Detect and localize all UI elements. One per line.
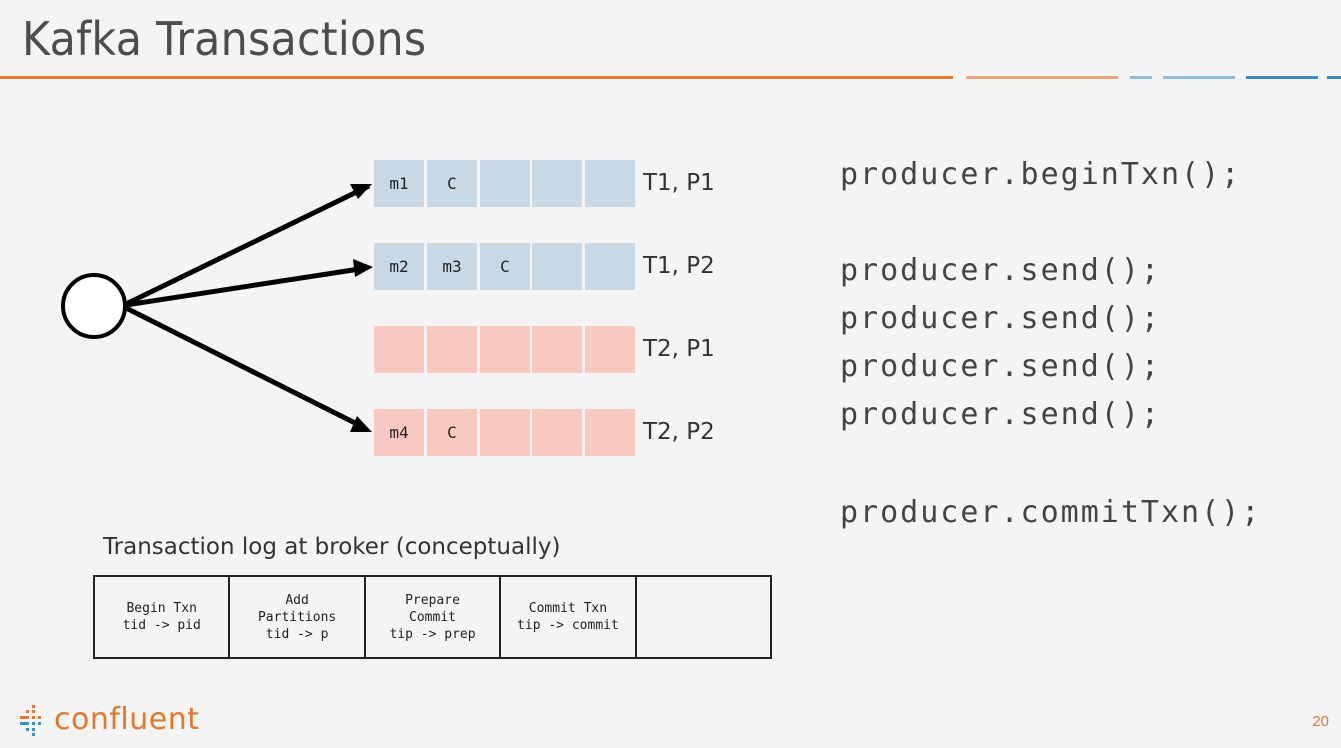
partition-cell xyxy=(480,160,530,207)
log-entry: Prepare Commit tip -> prep xyxy=(366,577,502,657)
log-entry-line: Prepare xyxy=(405,592,460,608)
partition-cell xyxy=(532,326,582,373)
partition-cell: C xyxy=(427,160,477,207)
partition-cell: C xyxy=(427,409,477,456)
partition-cell xyxy=(532,243,582,290)
log-entry: Commit Txn tip -> commit xyxy=(501,577,637,657)
code-begin-txn: producer.beginTxn(); xyxy=(840,157,1242,192)
code-send: producer.send(); xyxy=(840,253,1161,288)
partition-cell: m3 xyxy=(427,243,477,290)
log-entry-line: tid -> p xyxy=(265,626,329,642)
log-entry-line: Begin Txn xyxy=(126,601,197,616)
log-entry-line: tip -> commit xyxy=(517,618,619,633)
rule-segment xyxy=(1163,76,1235,79)
partition-label: T2, P2 xyxy=(643,419,715,445)
rule-segment xyxy=(1327,76,1341,79)
code-send: producer.send(); xyxy=(840,301,1161,336)
code-send: producer.send(); xyxy=(840,349,1161,384)
rule-segment xyxy=(1130,76,1152,79)
log-entry-line: Add xyxy=(285,592,309,608)
partition-cell: m1 xyxy=(374,160,424,207)
partition-cell: m4 xyxy=(374,409,424,456)
partition-cell xyxy=(585,409,635,456)
partition-cell xyxy=(480,409,530,456)
transaction-log-caption: Transaction log at broker (conceptually) xyxy=(103,534,561,560)
code-commit-txn: producer.commitTxn(); xyxy=(840,495,1262,530)
code-send: producer.send(); xyxy=(840,397,1161,432)
slide-title: Kafka Transactions xyxy=(22,12,427,66)
page-number: 20 xyxy=(1312,713,1329,730)
log-entry-empty xyxy=(637,577,770,657)
arrowhead-t1-p1 xyxy=(350,184,372,199)
confluent-mark-icon xyxy=(20,704,41,736)
arrowhead-t2-p2 xyxy=(350,416,372,432)
logo-text: confluent xyxy=(54,702,200,737)
log-entry: Add Partitions tid -> p xyxy=(230,577,366,657)
partition-label: T1, P2 xyxy=(643,253,715,279)
arrow-to-t2-p2 xyxy=(124,305,367,431)
partition-cell xyxy=(585,243,635,290)
partition-cell xyxy=(585,160,635,207)
log-entry-line: Commit Txn xyxy=(528,601,608,616)
log-entry-line: Partitions xyxy=(257,609,337,625)
transaction-log-table: Begin Txn tid -> pid Add Partitions tid … xyxy=(93,575,772,659)
log-entry-line: tid -> pid xyxy=(122,618,201,633)
arrow-to-t1-p2 xyxy=(125,265,367,308)
rule-segment xyxy=(0,76,953,79)
log-entry: Begin Txn tid -> pid xyxy=(95,577,231,657)
partition-cell xyxy=(585,326,635,373)
partition-cell xyxy=(374,326,424,373)
partition-label: T1, P1 xyxy=(643,170,715,196)
log-entry-line: tip -> prep xyxy=(389,626,476,642)
log-entry-line: Commit xyxy=(409,609,456,625)
arrow-to-t1-p1 xyxy=(124,183,371,307)
producer-node xyxy=(61,273,127,339)
arrowhead-t1-p2 xyxy=(353,259,373,277)
partition-cell: C xyxy=(480,243,530,290)
partition-label: T2, P1 xyxy=(643,336,715,362)
partition-cell: m2 xyxy=(374,243,424,290)
partition-cell xyxy=(532,160,582,207)
partition-cell xyxy=(427,326,477,373)
partition-cell xyxy=(532,409,582,456)
confluent-logo: confluent xyxy=(20,702,200,737)
rule-segment xyxy=(1246,76,1318,79)
rule-segment xyxy=(966,76,1118,79)
partition-cell xyxy=(480,326,530,373)
